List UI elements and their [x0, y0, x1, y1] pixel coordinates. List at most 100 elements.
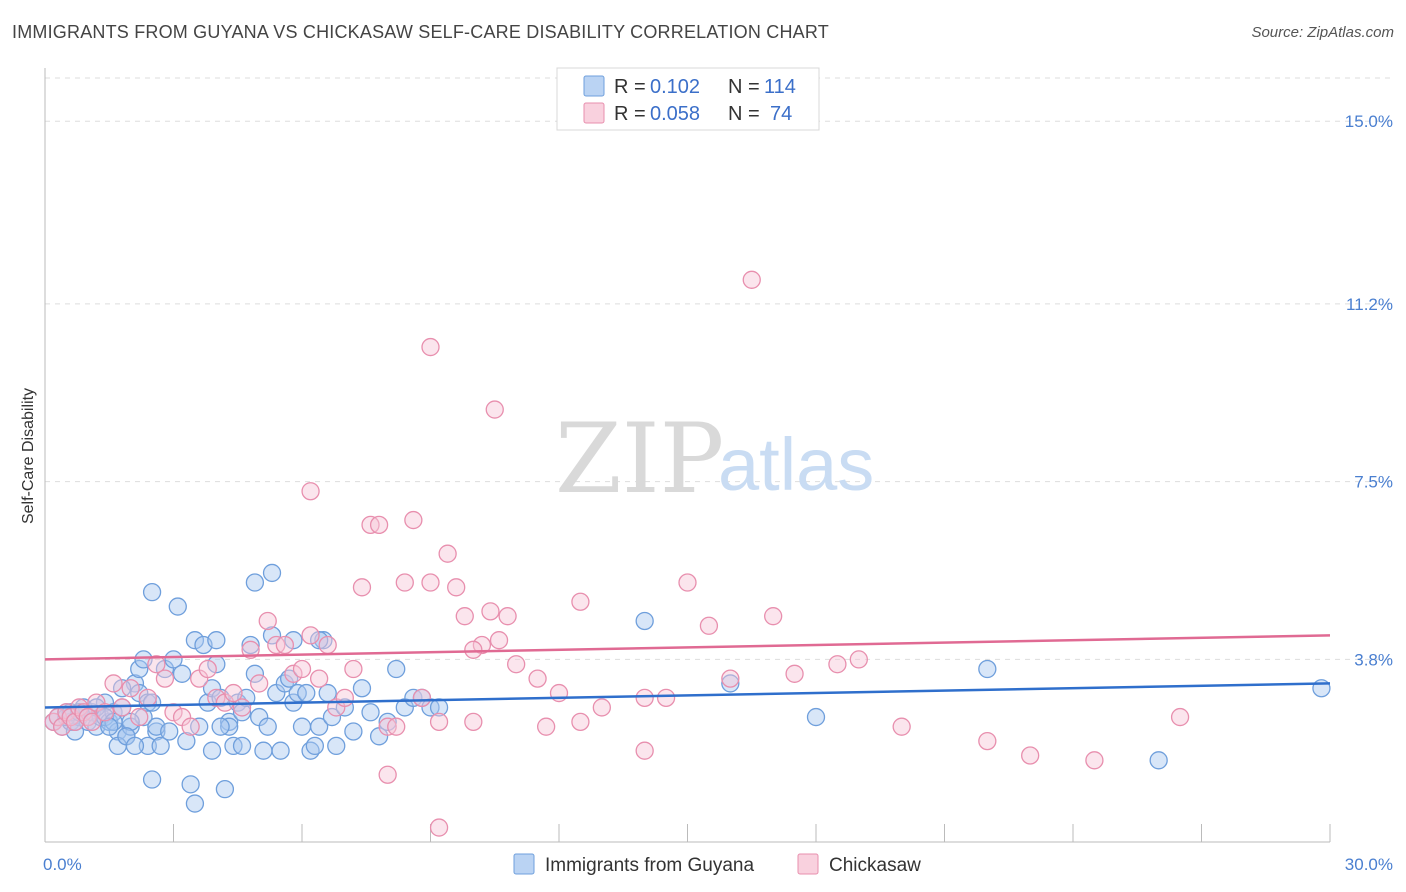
point-chickasaw	[785, 664, 804, 683]
point-chickasaw	[528, 669, 547, 688]
point-chickasaw	[104, 674, 123, 693]
legend-r-label-chickasaw: R =	[614, 103, 646, 125]
point-guyana	[172, 664, 192, 683]
point-guyana	[211, 717, 230, 736]
point-chickasaw	[404, 510, 423, 530]
point-chickasaw	[485, 400, 504, 419]
point-chickasaw	[421, 573, 440, 592]
point-guyana	[305, 736, 325, 756]
point-chickasaw	[121, 679, 140, 698]
point-chickasaw	[301, 626, 320, 645]
point-guyana	[121, 712, 140, 732]
point-guyana	[232, 736, 252, 756]
legend-n-label-guyana: N =	[728, 76, 760, 98]
point-chickasaw	[764, 607, 783, 626]
point-chickasaw	[292, 659, 312, 679]
point-guyana	[185, 794, 205, 813]
x-tick-label-max: 30.0%	[1345, 855, 1393, 874]
y-tick-labels: 3.8% 7.5% 11.2% 15.0%	[1345, 112, 1393, 669]
point-chickasaw	[224, 683, 243, 703]
point-guyana	[978, 659, 997, 679]
point-guyana	[142, 770, 162, 789]
point-guyana	[258, 717, 277, 736]
trend-lines	[44, 634, 1331, 709]
point-chickasaw	[1021, 746, 1040, 765]
point-guyana	[292, 717, 312, 736]
point-chickasaw	[155, 669, 175, 688]
y-tick-label: 7.5%	[1354, 473, 1393, 492]
legend-n-label-chickasaw: N =	[728, 103, 760, 125]
point-guyana	[164, 650, 183, 669]
point-chickasaw	[421, 337, 440, 357]
point-chickasaw	[1085, 751, 1104, 770]
point-chickasaw	[258, 611, 277, 631]
point-guyana	[202, 741, 222, 760]
point-guyana	[1149, 751, 1168, 770]
point-guyana	[147, 722, 166, 741]
point-chickasaw	[849, 650, 868, 669]
point-chickasaw	[472, 635, 492, 655]
point-chickasaw	[250, 674, 269, 693]
watermark-atlas: atlas	[718, 423, 874, 506]
point-guyana	[806, 707, 826, 727]
legend-n-value-chickasaw: 74	[770, 103, 792, 125]
point-guyana	[160, 722, 179, 741]
point-chickasaw	[429, 712, 449, 732]
point-chickasaw	[181, 717, 200, 736]
bottom-legend-swatch-guyana	[513, 853, 535, 875]
point-guyana	[245, 573, 265, 592]
point-chickasaw	[537, 717, 556, 736]
point-guyana	[142, 582, 162, 602]
point-chickasaw	[571, 712, 590, 732]
point-guyana	[100, 717, 119, 736]
watermark: ZIP atlas	[555, 403, 874, 515]
point-chickasaw	[438, 544, 457, 563]
point-guyana	[309, 717, 329, 736]
point-chickasaw	[635, 741, 654, 760]
bottom-legend-swatch-chickasaw	[797, 853, 819, 875]
point-guyana	[327, 736, 346, 756]
y-tick-label: 3.8%	[1354, 650, 1393, 669]
point-chickasaw	[138, 688, 157, 707]
point-guyana	[215, 779, 235, 799]
point-chickasaw	[318, 635, 337, 655]
point-chickasaw	[207, 688, 226, 707]
point-chickasaw	[198, 659, 217, 679]
point-chickasaw	[678, 573, 697, 592]
point-chickasaw	[429, 818, 449, 837]
point-chickasaw	[369, 515, 389, 535]
legend-r-value-chickasaw: 0.058	[650, 103, 700, 125]
y-tick-label: 11.2%	[1346, 295, 1393, 314]
point-chickasaw	[656, 688, 676, 707]
legend-r-label-guyana: R =	[614, 76, 646, 98]
point-chickasaw	[1170, 707, 1190, 727]
legend-swatch-chickasaw	[583, 102, 605, 124]
point-guyana	[151, 736, 170, 756]
point-guyana	[254, 741, 273, 760]
point-chickasaw	[447, 578, 466, 597]
point-chickasaw	[455, 607, 474, 626]
point-chickasaw	[699, 616, 719, 635]
point-guyana	[378, 712, 397, 732]
point-guyana	[297, 683, 316, 703]
point-chickasaw	[335, 688, 354, 707]
legend-series: Immigrants from Guyana Chickasaw	[513, 853, 921, 876]
point-chickasaw	[498, 607, 517, 626]
legend-stats: R = 0.102 N = 114 R = 0.058 N = 74	[556, 67, 820, 131]
point-chickasaw	[344, 659, 363, 679]
point-chickasaw	[48, 707, 67, 727]
point-guyana	[387, 659, 406, 679]
point-chickasaw	[721, 669, 740, 688]
point-guyana	[245, 664, 265, 683]
point-chickasaw	[241, 640, 260, 659]
point-guyana	[262, 563, 282, 583]
trend-line-guyana	[44, 682, 1331, 709]
point-guyana	[322, 707, 342, 727]
x-tick-labels: 0.0% 30.0%	[43, 855, 1393, 874]
point-chickasaw	[412, 688, 432, 707]
point-chickasaw	[464, 712, 483, 732]
grid-lines	[45, 77, 1390, 660]
point-chickasaw	[112, 698, 132, 717]
point-guyana	[177, 731, 196, 751]
